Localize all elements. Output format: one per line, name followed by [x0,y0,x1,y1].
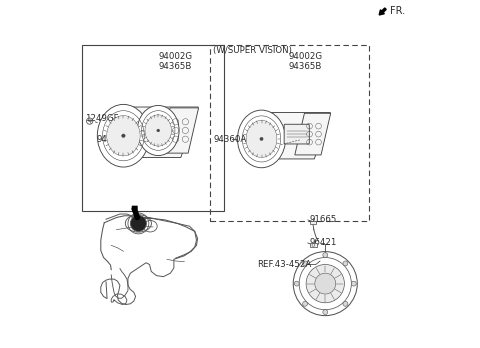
Circle shape [260,137,263,141]
Text: 94002G: 94002G [289,52,323,61]
Circle shape [323,253,328,258]
Ellipse shape [238,110,286,168]
Bar [210,45,369,221]
Text: 94360A: 94360A [96,135,130,144]
Ellipse shape [97,104,149,167]
Circle shape [323,310,328,315]
Ellipse shape [137,105,179,156]
Text: (W/SUPER VISION): (W/SUPER VISION) [213,46,292,55]
Bar [310,243,317,247]
Circle shape [157,129,160,132]
Polygon shape [247,112,330,159]
Circle shape [343,261,348,266]
Ellipse shape [145,115,171,146]
Circle shape [343,301,348,306]
Text: 1249GF: 1249GF [85,114,119,123]
FancyBboxPatch shape [284,124,309,144]
Ellipse shape [246,120,277,158]
Circle shape [303,261,308,266]
Polygon shape [108,107,198,157]
FancyBboxPatch shape [132,206,138,210]
Text: REF.43-452A: REF.43-452A [257,260,311,269]
FancyArrow shape [379,8,386,15]
Circle shape [351,281,356,286]
Bar [82,45,224,211]
Circle shape [306,264,344,303]
Text: 94365B: 94365B [158,62,192,71]
Polygon shape [160,108,199,153]
Text: 94002G: 94002G [158,52,192,61]
Circle shape [315,273,336,294]
Ellipse shape [107,116,140,156]
Text: 94360A: 94360A [213,135,246,144]
Circle shape [294,281,299,286]
Text: 91665: 91665 [310,215,337,224]
Circle shape [303,301,308,306]
Circle shape [122,134,125,137]
Text: FR.: FR. [390,6,405,16]
Bar [310,221,316,224]
Polygon shape [295,113,331,155]
Text: 94365B: 94365B [289,62,322,71]
Text: 96421: 96421 [310,238,337,247]
Circle shape [131,215,146,231]
